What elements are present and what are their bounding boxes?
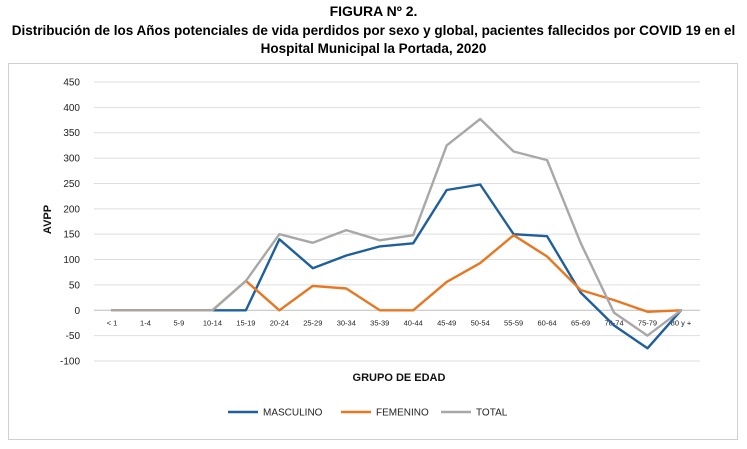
x-tick-labels: < 1 1-4 5-9 10-14 15-19 20-24 25-29 30-34 35-39 4… [107,318,692,327]
legend: MASCULINO FEMENINO TOTAL [228,408,508,419]
y-tick-label: 200 [63,204,80,215]
y-tick-label: 350 [63,128,80,139]
chart-frame [8,63,738,440]
figure-title-line-1: Distribución de los Años potenciales de … [11,23,736,38]
x-tick-label: 1-4 [140,318,151,327]
y-axis-title: AVPP [42,205,54,234]
y-tick-label: 100 [63,255,80,266]
x-tick-label: 20-24 [270,318,289,327]
legend-label-total: TOTAL [476,408,508,419]
x-tick-label: 45-49 [437,318,456,327]
y-tick-label: 150 [63,230,80,241]
y-tick-label: 50 [69,280,81,291]
x-tick-label: < 1 [107,318,118,327]
y-tick-label: -100 [60,357,80,368]
x-tick-label: 80 y + [671,318,692,327]
figure-title: Distribución de los Años potenciales de … [0,22,747,58]
x-tick-label: 70-74 [604,318,623,327]
x-axis-title: GRUPO DE EDAD [353,372,446,384]
y-tick-labels: 450 400 350 300 250 200 150 100 50 0 -50 -100 [60,78,80,368]
legend-label-femenino: FEMENINO [376,408,429,419]
y-tick-label: 250 [63,179,80,190]
y-tick-label: 400 [63,103,80,114]
x-tick-label: 25-29 [303,318,322,327]
x-tick-label: 15-19 [236,318,255,327]
x-tick-label: 5-9 [174,318,185,327]
x-tick-label: 50-54 [471,318,490,327]
x-tick-label: 30-34 [337,318,356,327]
x-tick-label: 60-64 [538,318,557,327]
y-tick-label: -50 [66,331,81,342]
x-tick-label: 55-59 [504,318,523,327]
x-tick-label: 35-39 [370,318,389,327]
series-line-total [110,117,683,337]
x-tick-label: 75-79 [638,318,657,327]
x-tick-label: 40-44 [404,318,423,327]
x-tick-label: 65-69 [571,318,590,327]
y-tick-label: 450 [63,78,80,89]
legend-label-masculino: MASCULINO [263,408,323,419]
figure-title-line-2: Hospital Municipal la Portada, 2020 [260,41,487,56]
y-tick-label: 300 [63,154,80,165]
x-tick-label: 10-14 [203,318,222,327]
figure-label: FIGURA Nº 2. [329,3,418,19]
y-tick-label: 0 [74,306,80,317]
series-lines [110,117,683,350]
gridlines [94,81,700,362]
